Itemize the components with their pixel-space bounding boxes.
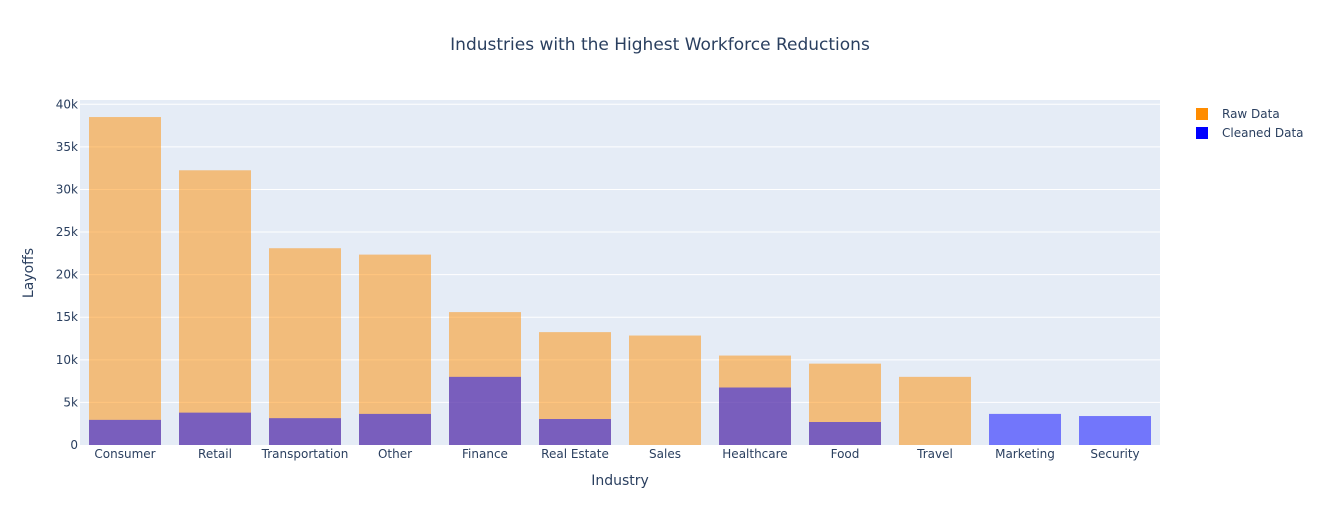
x-tick-label: Food bbox=[831, 447, 860, 461]
raw-data-bar[interactable] bbox=[899, 376, 971, 445]
y-tick-label: 20k bbox=[56, 268, 78, 282]
cleaned-data-bar[interactable] bbox=[809, 422, 881, 445]
y-tick-label: 30k bbox=[56, 182, 78, 196]
legend-label: Raw Data bbox=[1222, 107, 1280, 121]
cleaned-data-bar[interactable] bbox=[179, 412, 251, 445]
cleaned-data-bar[interactable] bbox=[989, 413, 1061, 445]
raw-data-bar[interactable] bbox=[629, 335, 701, 445]
cleaned-data-bar[interactable] bbox=[269, 418, 341, 445]
x-tick-label: Travel bbox=[916, 447, 953, 461]
y-axis-title: Layoffs bbox=[21, 248, 37, 298]
legend[interactable]: Raw Data Cleaned Data bbox=[1196, 107, 1304, 140]
y-tick-label: 5k bbox=[63, 395, 78, 409]
legend-label: Cleaned Data bbox=[1222, 126, 1304, 140]
legend-swatch bbox=[1196, 127, 1208, 139]
x-tick-label: Marketing bbox=[995, 447, 1055, 461]
legend-item[interactable]: Raw Data bbox=[1196, 107, 1280, 121]
x-tick-label: Other bbox=[378, 447, 412, 461]
x-tick-label: Real Estate bbox=[541, 447, 609, 461]
x-tick-label: Security bbox=[1090, 447, 1139, 461]
cleaned-data-bar[interactable] bbox=[359, 413, 431, 445]
x-tick-label: Consumer bbox=[94, 447, 155, 461]
gridlines bbox=[80, 103, 1160, 403]
y-tick-label: 25k bbox=[56, 225, 78, 239]
cleaned-data-bar[interactable] bbox=[539, 419, 611, 445]
x-axis-title: Industry bbox=[591, 473, 649, 489]
cleaned-data-bar[interactable] bbox=[719, 387, 791, 446]
legend-swatch bbox=[1196, 108, 1208, 120]
cleaned-data-bar[interactable] bbox=[1079, 416, 1151, 445]
x-tick-label: Retail bbox=[198, 447, 232, 461]
raw-data-bar[interactable] bbox=[359, 254, 431, 445]
x-tick-label: Transportation bbox=[261, 447, 349, 461]
y-axis-ticks: 0 5k 10k 15k 20k 25k 30k 35k 40k bbox=[56, 97, 78, 452]
x-tick-label: Finance bbox=[462, 447, 508, 461]
raw-data-bar[interactable] bbox=[269, 248, 341, 445]
raw-data-bar[interactable] bbox=[179, 170, 251, 445]
cleaned-data-bar[interactable] bbox=[89, 419, 161, 445]
cleaned-data-bar[interactable] bbox=[449, 376, 521, 445]
chart-title: Industries with the Highest Workforce Re… bbox=[450, 35, 870, 55]
legend-item[interactable]: Cleaned Data bbox=[1196, 126, 1304, 140]
y-tick-label: 15k bbox=[56, 310, 78, 324]
y-tick-label: 0 bbox=[70, 438, 78, 452]
bars bbox=[89, 117, 1151, 445]
y-tick-label: 35k bbox=[56, 140, 78, 154]
x-axis-ticks: Consumer Retail Transportation Other Finance… bbox=[94, 447, 1139, 461]
y-tick-label: 10k bbox=[56, 353, 78, 367]
raw-data-bar[interactable] bbox=[89, 117, 161, 445]
x-tick-label: Sales bbox=[649, 447, 681, 461]
x-tick-label: Healthcare bbox=[722, 447, 787, 461]
plot-area bbox=[80, 100, 1160, 445]
y-tick-label: 40k bbox=[56, 97, 78, 111]
